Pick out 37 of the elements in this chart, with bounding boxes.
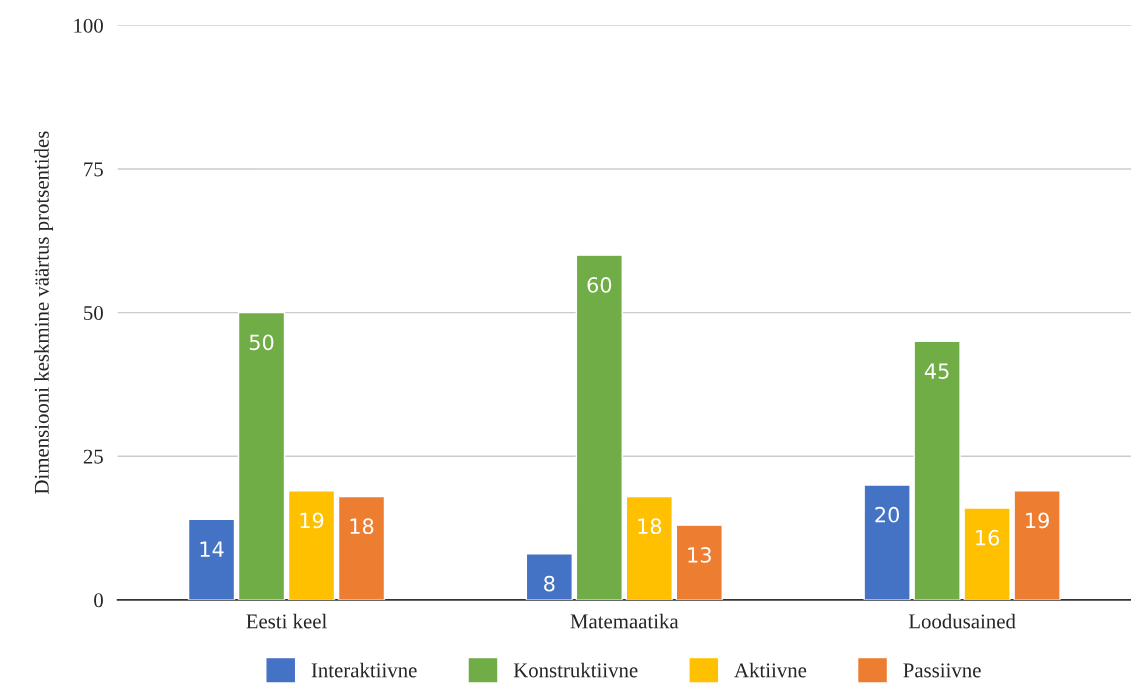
y-tick-label: 100	[74, 18, 103, 33]
bar	[625, 495, 673, 600]
bar	[913, 340, 961, 600]
data-label: 14	[200, 541, 224, 557]
legend-label: Passiivne	[903, 663, 981, 678]
bar	[963, 507, 1011, 600]
bar	[675, 524, 723, 600]
data-label: 19	[300, 512, 324, 529]
legend-label: Aktiivne	[734, 662, 807, 678]
y-tick-label: 75	[84, 162, 103, 177]
data-label: 50	[249, 334, 274, 351]
bar	[575, 254, 623, 600]
data-label: 18	[350, 518, 374, 535]
x-tick-label: Loodusained	[908, 613, 1016, 629]
legend-label: Interaktiivne	[311, 662, 417, 678]
bar	[337, 495, 386, 600]
x-tick-label: Matemaatika	[570, 613, 679, 629]
data-label: 18	[638, 518, 662, 535]
bar	[525, 553, 573, 600]
data-label: 19	[1026, 512, 1049, 529]
bar	[1013, 490, 1061, 600]
legend-label: Konstruktiivne	[513, 662, 638, 678]
bar	[863, 484, 911, 600]
y-tick-label: 25	[83, 449, 103, 464]
bar	[187, 518, 236, 600]
y-tick-label: 50	[84, 305, 103, 321]
data-label: 8	[544, 575, 555, 592]
data-label: 13	[688, 547, 711, 563]
y-tick-label: 0	[94, 593, 103, 608]
data-label: 60	[587, 277, 612, 293]
y-axis-title: Dimensiooni keskmine väärtus protsentides	[34, 131, 54, 494]
bar	[287, 490, 336, 600]
data-label: 16	[976, 529, 1000, 546]
data-label: 20	[875, 506, 899, 523]
data-label: 45	[924, 363, 949, 379]
x-tick-label: Eesti keel	[246, 613, 327, 629]
bar	[237, 311, 286, 600]
